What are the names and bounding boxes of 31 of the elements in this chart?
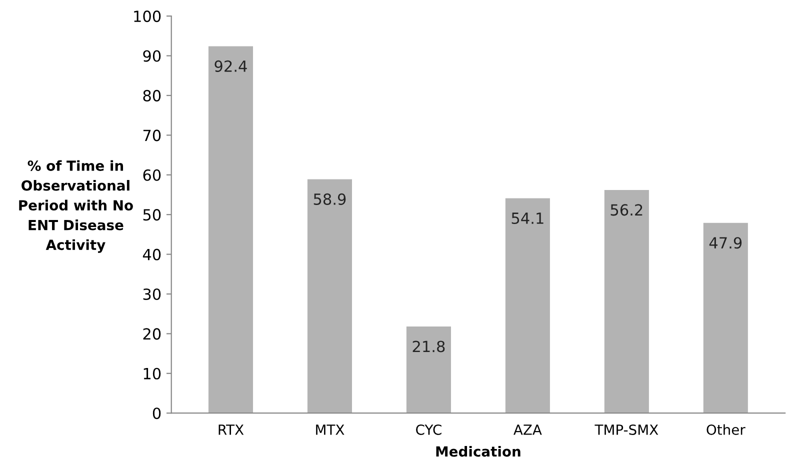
data-label: 47.9 [709,237,742,249]
y-tick-label: 0 [152,408,161,420]
x-tick-label: MTX [316,424,344,435]
y-tick-label: 50 [143,209,161,221]
y-tick-label: 40 [142,248,161,260]
y-axis-title: % of Time in Observational Period with No ENT Disease Activity [19,160,133,253]
x-tick-label: AZA [514,424,542,435]
x-tick-label: CYC [416,424,442,435]
y-tick-label: 30 [143,288,161,300]
data-label: 21.8 [412,340,445,352]
x-tick-label: RTX [218,424,244,435]
y-tick-label: 90 [143,50,161,62]
bar [307,179,352,414]
x-tick-label: TMP-SMX [594,424,658,435]
y-tick-label: 20 [143,328,161,340]
y-tick-label: 10 [144,368,161,380]
data-label: 56.2 [610,204,642,216]
y-tick-label: 100 [134,10,161,22]
bar [406,326,451,414]
bar [505,198,550,414]
bar [604,190,649,414]
bar [208,46,254,414]
y-tick-label: 60 [143,169,161,181]
data-label: 58.9 [314,193,346,205]
data-label: 54.1 [512,212,544,224]
bar [703,222,748,414]
y-tick-label: 70 [143,130,161,142]
x-axis-title: Medication [436,446,520,457]
x-tick-label: Other [706,424,746,435]
y-tick-label: 80 [143,90,161,102]
data-label: 92.4 [214,60,247,72]
